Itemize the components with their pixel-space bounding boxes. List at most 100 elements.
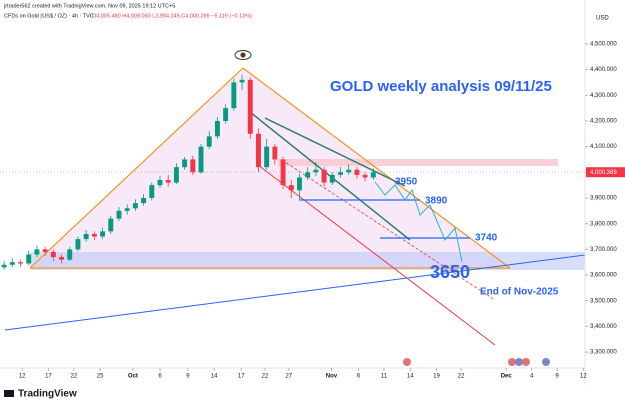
x-tick-label: 6 [158,374,162,380]
candle-body [124,208,130,211]
y-tick-label: 3,500.000 [590,298,617,304]
candle-body [42,249,48,252]
candle-body [132,203,138,209]
candle-body [59,257,64,260]
x-tick-label: 19 [433,374,440,380]
symbol: CFDs on Gold (US$ / OZ) · 4h · TVC [4,13,94,19]
candle-body [370,172,376,178]
candle-body [264,146,270,168]
x-tick-label: 12 [19,374,26,380]
y-tick-label: 4,200.000 [590,119,617,125]
candle-body [26,254,32,264]
candle-body [100,231,106,237]
candle-body [280,159,286,186]
candle-body [255,133,261,168]
trend-line [4,254,586,331]
x-tick-label: 4 [530,374,534,380]
candle-body [346,169,352,173]
projection-path [374,181,463,263]
triangle-side [29,67,244,269]
y-tick-label: 4,300.000 [590,93,617,99]
resistance-zone [278,159,558,166]
x-tick-label: 6 [357,374,361,380]
x-tick-label: 17 [45,374,52,380]
candle-body [231,82,237,109]
brand: TradingView [18,389,77,400]
candle-body [223,108,229,121]
candle-body [272,146,278,160]
candle-body [75,239,81,250]
y-tick-label: 3,600.000 [590,273,617,279]
last-price-tag [586,167,625,178]
x-tick-label: 14 [211,374,218,380]
candle-body [18,262,23,264]
candle-body [214,120,220,137]
currency: USD [596,16,609,22]
x-tick-label: Dec [501,374,513,380]
x-tick-label: 17 [238,374,245,380]
candle-body [321,169,327,183]
x-tick-label: 12 [580,374,587,380]
annotation: 3950 [395,177,418,188]
price-axis [585,0,625,385]
y-tick-label: 3,800.000 [590,221,617,227]
candle-body [313,169,319,173]
candle-body [50,251,56,258]
candle-body [206,136,212,147]
candle-body [9,262,15,265]
channel-mid [281,159,496,301]
candle-body [297,177,302,191]
candle-body [34,249,40,255]
channel-line [257,164,496,346]
chart-title: GOLD weekly analysis 09/11/25 [330,78,552,95]
candle-body [108,218,114,232]
ohlc: O4,005.480 H4,009.060 L3,994.245 C4,000.… [92,13,252,19]
y-tick-label: 3,300.000 [590,350,617,356]
caption: jrtrader562 created with TradingView.com… [3,3,175,9]
x-tick-label: 22 [70,374,77,380]
drawings [0,50,586,366]
candle-body [91,233,97,237]
y-tick-label: 4,500.000 [590,41,617,47]
y-tick-label: 4,100.000 [590,144,617,150]
x-tick-label: 22 [458,374,465,380]
eye-icon [234,50,252,60]
candle-body [288,185,294,191]
annotation: 3740 [475,233,498,244]
candle-body [354,169,360,175]
annotation: 3890 [425,196,448,207]
y-tick-label: 3,700.000 [590,247,617,253]
plot [1,74,376,270]
candle-body [198,146,204,173]
x-tick-label: 27 [285,374,292,380]
candle-body [247,79,253,134]
x-tick-label: 9 [186,374,190,380]
triangle-fill [30,68,510,268]
x-tick-label: 25 [97,374,104,380]
y-tick-label: 4,400.000 [590,67,617,73]
candle-body [239,79,245,83]
candle-body [67,249,73,260]
y-tick-label: 3,900.000 [590,196,617,202]
x-tick-label: 22 [262,374,269,380]
brand-logo [4,390,14,397]
wedge-line [264,117,406,187]
x-tick-label: 9 [555,374,559,380]
candle-body [149,185,155,198]
candle-body [116,210,122,219]
candle-body [182,159,188,168]
x-tick-label: 14 [407,374,414,380]
candle-body [305,172,311,178]
candle-body [338,172,343,175]
candle-body [141,197,147,204]
candle-body [362,174,368,178]
last-price-label: 4,000.389 [590,170,617,176]
candle-body [157,180,163,186]
x-tick-label: Oct [128,374,138,380]
candle-body [165,180,171,183]
x-tick-label: 11 [381,374,388,380]
annotation: 3650 [430,262,470,282]
candle-body [83,233,89,240]
